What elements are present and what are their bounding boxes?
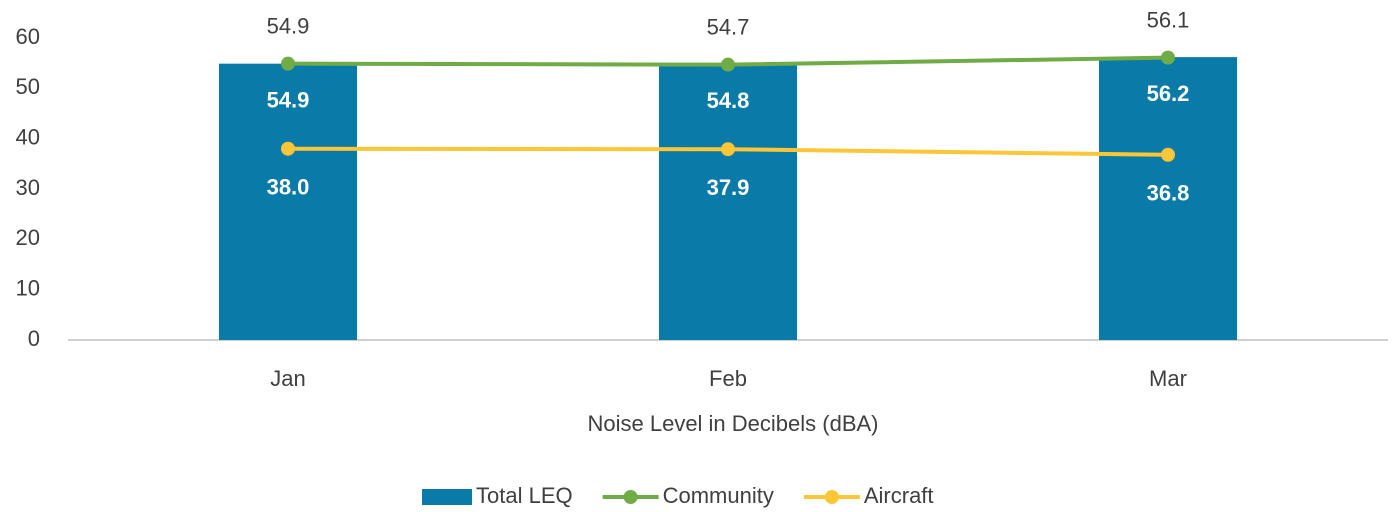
line-value-label: 54.7 [707, 14, 750, 39]
y-tick-label: 0 [28, 326, 40, 351]
bar-value-label: 56.2 [1147, 81, 1190, 106]
legend-marker [824, 490, 839, 504]
x-axis-label: Noise Level in Decibels (dBA) [587, 411, 878, 436]
line-marker [721, 57, 735, 72]
x-tick-label: Mar [1149, 366, 1187, 391]
x-tick-label: Jan [270, 366, 305, 391]
line-marker [1161, 50, 1175, 65]
y-tick-label: 60 [16, 24, 40, 49]
legend-label: Community [663, 483, 774, 508]
bar-value-label: 54.9 [267, 87, 310, 112]
legend-swatch [422, 489, 472, 505]
y-tick-label: 30 [16, 175, 40, 200]
line-marker [721, 142, 735, 157]
bar [659, 64, 797, 340]
line-marker [1161, 147, 1175, 162]
y-tick-label: 20 [16, 225, 40, 250]
line-value-label: 36.8 [1147, 181, 1190, 206]
bar [1099, 57, 1237, 340]
legend-marker [623, 490, 638, 504]
line-value-label: 37.9 [707, 175, 750, 200]
line-marker [281, 56, 295, 71]
bar-value-label: 54.8 [707, 88, 750, 113]
y-tick-label: 10 [16, 275, 40, 300]
line-value-label: 38.0 [267, 175, 310, 200]
bar [219, 63, 357, 341]
y-tick-label: 50 [16, 74, 40, 99]
x-tick-label: Feb [709, 366, 747, 391]
line-value-label: 54.9 [267, 13, 310, 38]
line-value-label: 56.1 [1147, 7, 1190, 32]
y-tick-label: 40 [16, 124, 40, 149]
legend-label: Total LEQ [476, 483, 573, 508]
legend-label: Aircraft [864, 483, 934, 508]
line-marker [281, 141, 295, 156]
